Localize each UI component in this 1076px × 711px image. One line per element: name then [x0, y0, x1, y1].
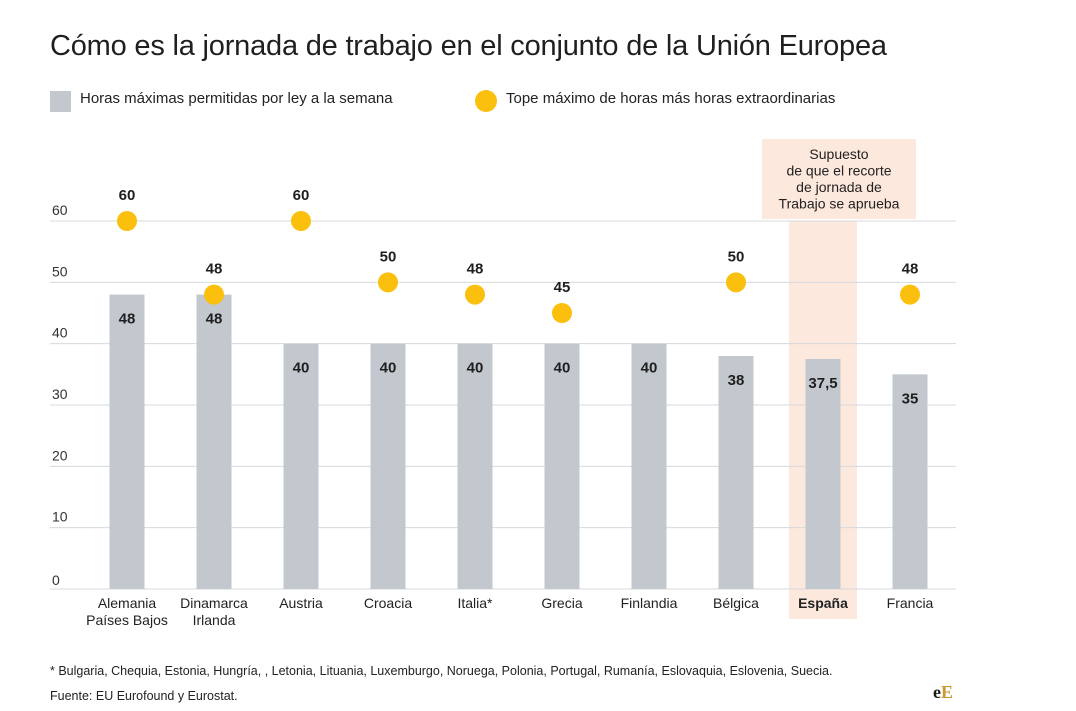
x-category-label: Austria [279, 595, 323, 611]
bar-value-label: 35 [902, 390, 919, 407]
chart-title: Cómo es la jornada de trabajo en el conj… [50, 30, 887, 62]
dot-value-label: 50 [728, 248, 745, 265]
dot-value-label: 45 [554, 279, 571, 296]
y-tick-label: 0 [52, 572, 60, 588]
bar-value-label: 40 [380, 360, 397, 377]
dot [291, 211, 311, 231]
highlight-annotation-box [762, 139, 916, 219]
bar [544, 343, 580, 589]
legend-dot-swatch [475, 90, 497, 112]
bar [370, 343, 406, 589]
bar [109, 294, 145, 589]
footnote-countries: * Bulgaria, Chequia, Estonia, Hungría, ,… [50, 664, 833, 678]
dot-value-label: 48 [206, 261, 223, 278]
dot [204, 284, 224, 305]
x-category-label: Finlandia [621, 595, 678, 611]
x-category-label: Croacia [364, 595, 412, 611]
dot [900, 284, 920, 305]
dot [465, 284, 485, 305]
bar [805, 359, 841, 589]
dot-value-label: 50 [380, 248, 397, 265]
highlight-annotation-line: de jornada de [796, 179, 882, 195]
y-tick-label: 20 [52, 447, 68, 463]
dot [726, 272, 746, 293]
x-category-label: Bélgica [713, 595, 759, 611]
dot [552, 303, 572, 323]
footnote-source: Fuente: EU Eurofound y Eurostat. [50, 689, 238, 703]
legend-dot-label: Tope máximo de horas más horas extraordi… [506, 90, 836, 107]
bar-value-label: 48 [119, 311, 136, 328]
dot-value-label: 60 [119, 187, 136, 204]
bar-value-label: 37,5 [808, 375, 837, 392]
y-tick-label: 60 [52, 202, 68, 218]
x-category-label: Francia [887, 595, 934, 611]
bar [283, 343, 319, 589]
x-category-label: España [798, 595, 848, 611]
bar-value-label: 40 [641, 360, 658, 377]
y-tick-label: 10 [52, 509, 68, 525]
x-category-label: Países Bajos [86, 612, 168, 628]
brand-logo-E: E [941, 682, 954, 702]
dot-value-label: 60 [293, 187, 310, 204]
bar [457, 343, 493, 589]
bar-value-label: 40 [554, 360, 571, 377]
dot [378, 272, 398, 293]
x-category-label: Irlanda [193, 612, 236, 628]
x-category-label: Grecia [541, 595, 582, 611]
highlight-annotation-line: Trabajo se aprueba [779, 196, 900, 212]
dot-value-label: 48 [467, 261, 484, 278]
legend-bar-swatch [50, 91, 71, 112]
bar [631, 343, 667, 589]
brand-logo: eE [933, 682, 953, 703]
dot [117, 211, 137, 231]
highlight-annotation-line: Supuesto [809, 146, 868, 162]
bar [892, 374, 928, 589]
brand-logo-e: e [933, 682, 941, 702]
x-category-label: Italia* [457, 595, 493, 611]
bar-value-label: 48 [206, 311, 223, 328]
legend-bar-label: Horas máximas permitidas por ley a la se… [80, 90, 393, 107]
bar-value-label: 38 [728, 372, 745, 389]
y-tick-label: 50 [52, 263, 68, 279]
x-category-label: Dinamarca [180, 595, 248, 611]
highlight-annotation-line: de que el recorte [786, 163, 891, 179]
dot-value-label: 48 [902, 261, 919, 278]
bar [718, 355, 754, 589]
bar-value-label: 40 [293, 360, 310, 377]
x-category-label: Alemania [98, 595, 157, 611]
y-tick-label: 40 [52, 325, 68, 341]
y-tick-label: 30 [52, 386, 68, 402]
bar [196, 294, 232, 589]
bar-value-label: 40 [467, 360, 484, 377]
